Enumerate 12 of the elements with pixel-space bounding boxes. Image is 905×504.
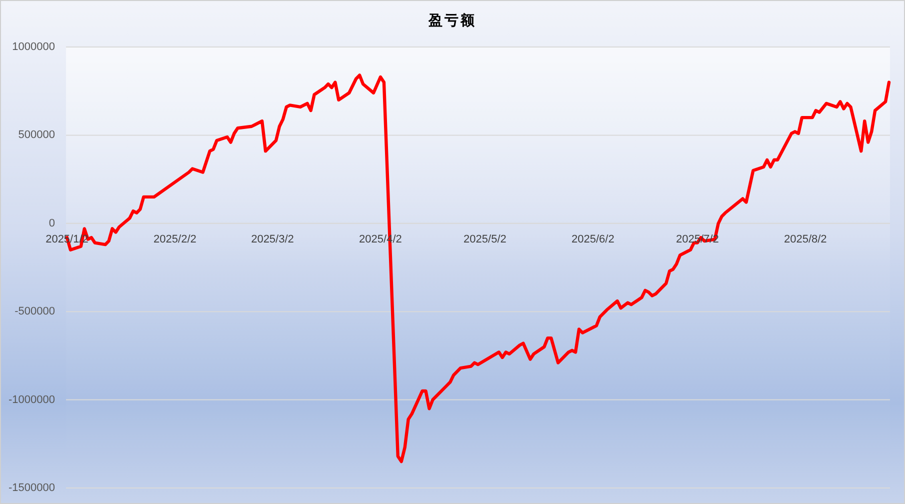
x-tick-label: 2025/8/2 (784, 233, 827, 246)
y-tick-label: -1000000 (8, 394, 55, 406)
x-tick-label: 2025/5/2 (464, 233, 506, 246)
x-tick-label: 2025/2/2 (154, 233, 196, 246)
y-tick-label: 500000 (18, 129, 55, 142)
chart-title: 盈亏额 (428, 12, 476, 28)
y-tick-label: 0 (48, 217, 55, 230)
x-tick-label: 2025/3/2 (251, 233, 294, 246)
x-tick-label: 2025/6/2 (572, 233, 614, 246)
y-tick-label: -500000 (14, 306, 55, 318)
y-tick-label: -1500000 (8, 482, 55, 494)
y-tick-label: 1000000 (12, 41, 55, 53)
